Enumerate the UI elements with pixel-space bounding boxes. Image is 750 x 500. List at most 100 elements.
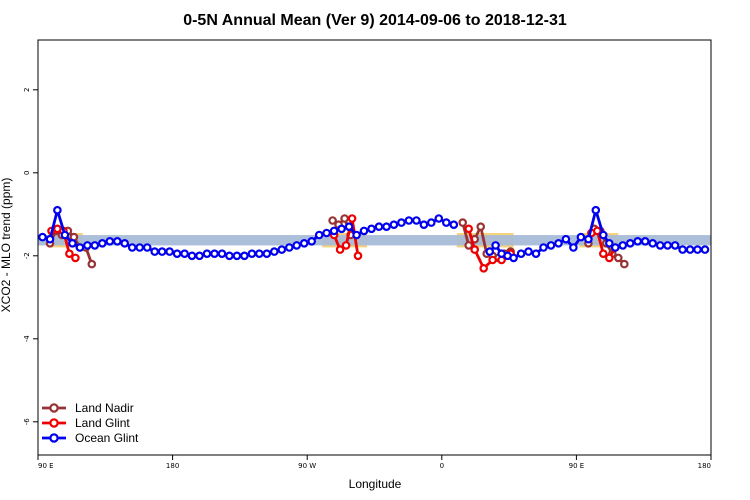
land-glint-point bbox=[592, 226, 602, 236]
y-axis: 2 0 -2 -4 -6 bbox=[23, 88, 38, 426]
ocean-glint-point bbox=[292, 241, 302, 250]
land-nadir-point bbox=[458, 218, 468, 227]
land-glint-point bbox=[598, 249, 608, 259]
x-tick-label: 0 bbox=[440, 462, 444, 470]
ocean-glint-point bbox=[180, 249, 189, 259]
ocean-glint-point bbox=[569, 243, 578, 252]
ocean-glint-line-0 bbox=[42, 208, 455, 258]
ocean-glint-point bbox=[404, 216, 414, 225]
ocean-glint-point bbox=[98, 239, 107, 248]
land-nadir-point bbox=[87, 259, 97, 269]
ocean-glint-point bbox=[491, 241, 500, 250]
land-glint-point bbox=[341, 241, 351, 250]
ocean-glint-point bbox=[75, 243, 85, 252]
ocean-glint-point bbox=[240, 251, 249, 261]
ocean-glint-point bbox=[202, 249, 212, 259]
y-axis-label: XCO2 - MLO trend (ppm) bbox=[0, 178, 13, 313]
land-glint-point bbox=[353, 251, 363, 261]
ocean-glint-point bbox=[352, 230, 361, 240]
ocean-glint-point bbox=[53, 205, 62, 215]
land-glint-point bbox=[71, 253, 80, 263]
ocean-glint-point bbox=[648, 239, 658, 248]
ocean-glint-point bbox=[618, 241, 628, 250]
ocean-glint-point bbox=[225, 251, 234, 261]
ocean-glint-point bbox=[344, 222, 354, 232]
ocean-glint-point bbox=[307, 237, 317, 246]
land-nadir-point bbox=[613, 253, 623, 263]
ocean-glint-point bbox=[397, 218, 406, 227]
ocean-glint-point bbox=[655, 241, 665, 250]
ocean-glint-point bbox=[195, 251, 204, 261]
ocean-glint-point bbox=[277, 245, 287, 254]
ocean-glint-point bbox=[561, 234, 571, 244]
land-nadir-point bbox=[340, 214, 349, 223]
ocean-glint-point bbox=[120, 239, 130, 248]
ocean-glint-point bbox=[269, 247, 279, 256]
ocean-glint-point bbox=[68, 239, 77, 248]
ocean-glint-point bbox=[314, 230, 324, 240]
ocean-glint-point bbox=[284, 243, 294, 252]
ocean-glint-point bbox=[322, 228, 331, 238]
ocean-glint-point bbox=[374, 222, 384, 232]
ocean-glint-point bbox=[412, 216, 421, 225]
ocean-glint-point bbox=[524, 247, 533, 256]
ocean-glint-point bbox=[165, 247, 174, 256]
y-tick-label: 0 bbox=[23, 171, 31, 175]
ocean-glint-point bbox=[693, 245, 702, 254]
x-tick-label: 180 bbox=[166, 462, 179, 470]
x-tick-label: 90 E bbox=[38, 462, 54, 470]
ocean-glint-point bbox=[576, 232, 586, 242]
ocean-glint-point bbox=[389, 220, 399, 230]
ocean-glint-point bbox=[485, 247, 495, 256]
ocean-glint-point bbox=[591, 205, 601, 215]
ocean-glint-point bbox=[247, 249, 257, 259]
ocean-glint-point bbox=[700, 245, 710, 254]
ocean-glint-point bbox=[598, 230, 608, 240]
legend-land-glint-marker bbox=[49, 418, 59, 428]
plot-frame bbox=[37, 39, 712, 456]
x-tick-label: 90 W bbox=[298, 462, 316, 470]
legend-ocean-glint-marker bbox=[49, 433, 59, 443]
reference-band bbox=[38, 235, 711, 246]
ocean-glint-point bbox=[441, 218, 451, 227]
ocean-glint-point bbox=[217, 249, 227, 259]
x-tick-label: 180 bbox=[698, 462, 711, 470]
land-glint-point bbox=[347, 214, 357, 223]
land-nadir-point bbox=[328, 216, 337, 225]
ocean-glint-point bbox=[157, 247, 167, 256]
ocean-glint-point bbox=[516, 249, 526, 259]
y-tick-label: -4 bbox=[23, 335, 31, 343]
legend-land-glint-label: Land Glint bbox=[75, 416, 130, 430]
ocean-glint-point bbox=[678, 245, 687, 254]
ocean-glint-point bbox=[610, 243, 620, 252]
ocean-glint-point bbox=[539, 243, 548, 252]
x-tick-label: 90 E bbox=[569, 462, 585, 470]
ocean-glint-point bbox=[38, 232, 47, 242]
ocean-glint-point bbox=[232, 251, 242, 261]
land-glint-point bbox=[470, 245, 480, 254]
ocean-glint-point bbox=[419, 220, 429, 230]
ocean-glint-point bbox=[382, 222, 391, 232]
legend-ocean-glint-label: Ocean Glint bbox=[75, 431, 139, 445]
ocean-glint-point bbox=[625, 239, 635, 248]
ocean-glint-point bbox=[426, 218, 436, 227]
ocean-glint-point bbox=[584, 234, 593, 244]
land-nadir-point bbox=[464, 241, 474, 250]
ocean-glint-point bbox=[604, 239, 614, 248]
ocean-glint-point bbox=[640, 237, 650, 246]
chart-title: 0-5N Annual Mean (Ver 9) 2014-09-06 to 2… bbox=[183, 12, 567, 29]
ocean-glint-point bbox=[554, 239, 563, 248]
ocean-glint-point bbox=[663, 241, 672, 250]
ocean-glint-point bbox=[150, 247, 160, 256]
ocean-glint-point bbox=[359, 226, 369, 236]
ocean-glint-point bbox=[509, 253, 518, 263]
y-tick-label: 2 bbox=[23, 88, 31, 92]
ocean-glint-point bbox=[83, 241, 92, 250]
plot-area bbox=[38, 205, 711, 273]
ocean-glint-point bbox=[254, 249, 264, 259]
ocean-glint-point bbox=[45, 234, 55, 244]
land-nadir-point bbox=[619, 259, 629, 269]
legend-land-nadir-marker bbox=[49, 403, 59, 413]
y-tick-label: -6 bbox=[23, 418, 31, 426]
